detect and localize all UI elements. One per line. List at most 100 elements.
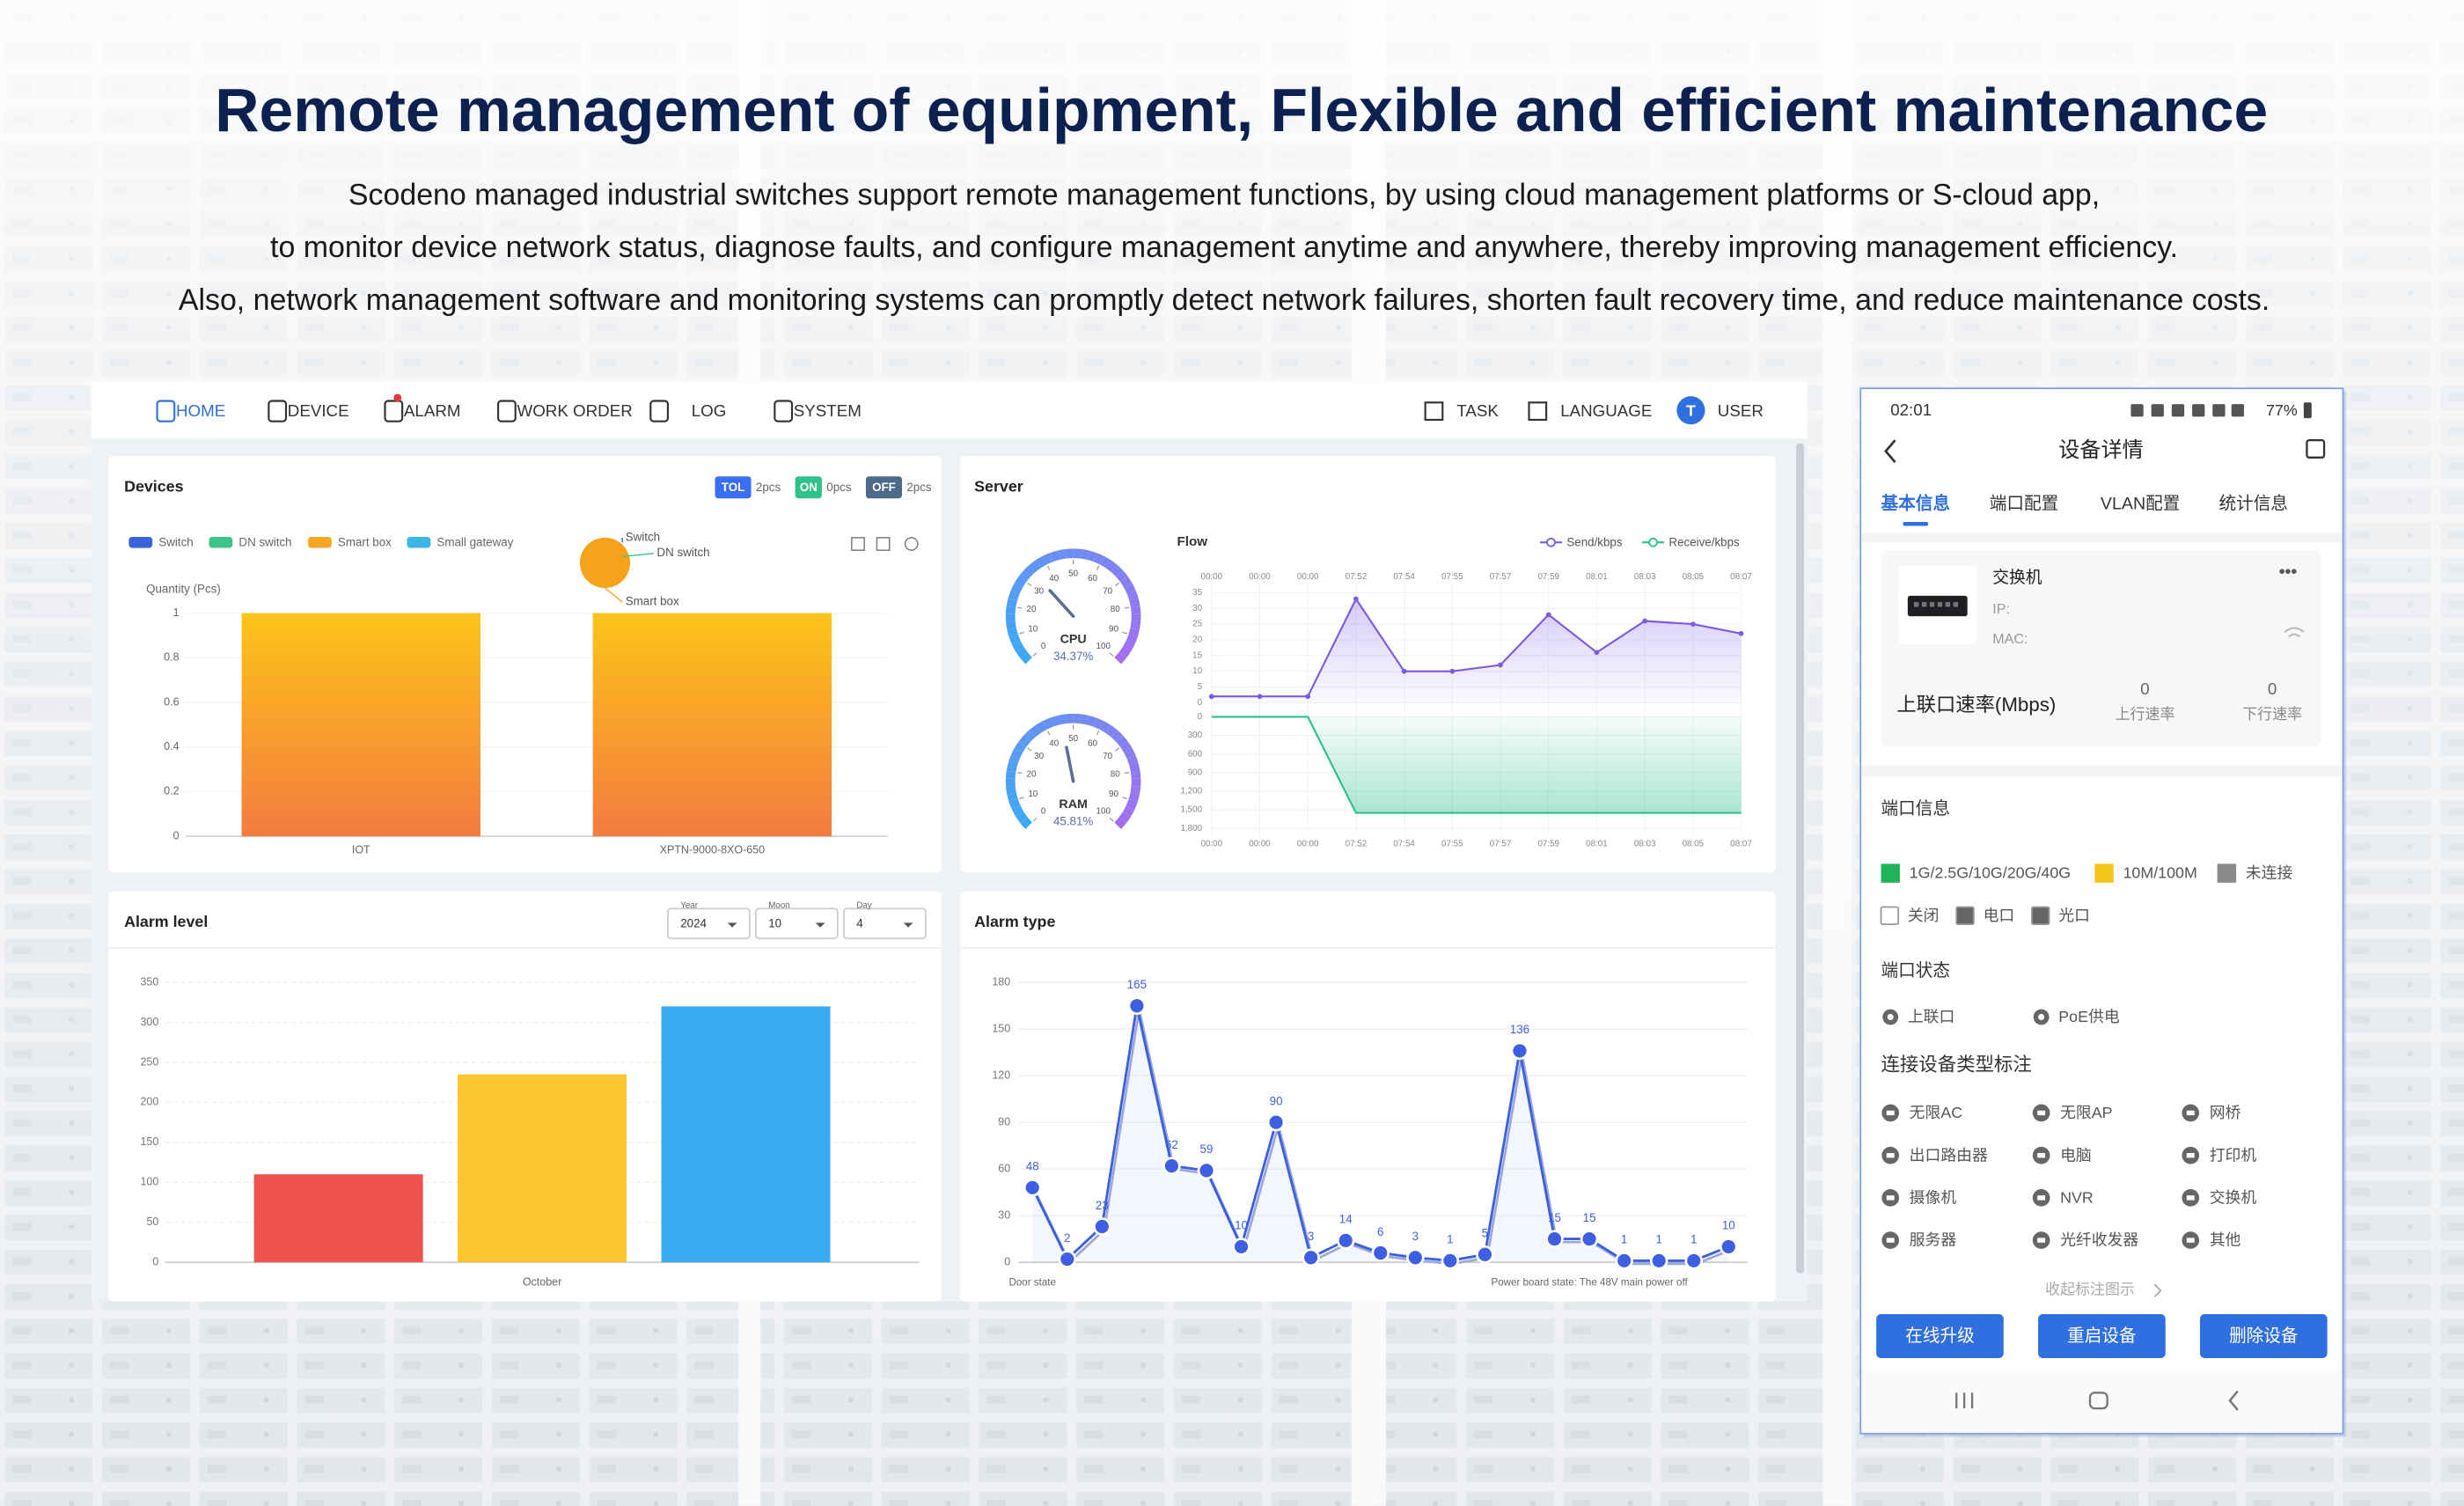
uplink-label: 上联口速率(Mbps) (1896, 694, 2056, 716)
battery-icon (2303, 402, 2312, 419)
nav-back[interactable] (2228, 1390, 2239, 1411)
y-tick-label: 0.2 (164, 785, 179, 797)
nav-item[interactable]: SYSTEM (794, 401, 862, 420)
button-label[interactable]: 重启设备 (2067, 1326, 2137, 1346)
point (1266, 1113, 1286, 1132)
type-icon-inner (2037, 1195, 2046, 1201)
gauge-tick-label: 90 (1109, 625, 1118, 635)
nav-icon (268, 400, 288, 422)
gauge-arc (1023, 564, 1036, 577)
x-tick-label: 08:07 (1730, 840, 1752, 849)
gauge-tick-label: 20 (1027, 605, 1037, 614)
value-label: 1 (1621, 1233, 1627, 1246)
avatar[interactable] (1676, 396, 1705, 425)
gauge-arc (1080, 548, 1089, 560)
select-value[interactable]: 10 (768, 917, 781, 930)
button[interactable] (1876, 1314, 2004, 1358)
area-fill (1211, 716, 1742, 813)
value-label: 62 (1165, 1138, 1178, 1151)
gauge-tick (1019, 797, 1024, 800)
point (1127, 996, 1147, 1015)
x-tick-label: 07:57 (1490, 572, 1512, 582)
point (1720, 1238, 1738, 1256)
gauge-tick (1017, 771, 1023, 775)
nav-bar (91, 382, 1808, 439)
nav-item[interactable]: ALARM (404, 401, 461, 420)
card-title: Alarm type (974, 913, 1055, 930)
gauge-tick-label: 60 (1088, 574, 1097, 584)
tab[interactable]: 统计信息 (2218, 495, 2288, 514)
page-title: Remote management of equipment, Flexible… (215, 76, 2268, 144)
nav-item[interactable]: USER (1718, 401, 1764, 420)
y-tick-label: 0 (1004, 1255, 1010, 1267)
tab[interactable]: VLAN配置 (2101, 495, 2181, 514)
nav-home[interactable] (2088, 1392, 2108, 1410)
select[interactable] (755, 907, 839, 940)
gauge-arc (1124, 583, 1136, 594)
gauge-arc (1099, 721, 1111, 733)
back-icon[interactable] (1884, 439, 1896, 464)
gauge-arc (1050, 550, 1060, 562)
x-tick-label: 07:54 (1393, 840, 1415, 849)
tab[interactable]: 端口配置 (1990, 495, 2059, 514)
port-type-icon (1955, 906, 1975, 926)
nav-item[interactable]: LOG (692, 401, 727, 420)
button[interactable] (2200, 1314, 2328, 1358)
toolbox-icon[interactable] (851, 537, 865, 551)
port-type: 光口 (2058, 907, 2090, 924)
y2-tick-label: 1,800 (1181, 824, 1203, 834)
pie-leader (622, 553, 654, 557)
gauge-tick-label: 70 (1103, 752, 1112, 761)
button-label[interactable]: 在线升级 (1905, 1326, 1975, 1346)
gauge-tick-label: 40 (1049, 738, 1059, 748)
nav-item[interactable]: DEVICE (288, 401, 349, 420)
pie-label: Switch (626, 530, 660, 543)
select-value[interactable]: 4 (856, 917, 863, 930)
value-label: 1 (1690, 1233, 1697, 1246)
toolbox-icon[interactable] (904, 537, 919, 551)
point (1498, 662, 1503, 668)
gauge-arc (1126, 798, 1138, 810)
point (1162, 1157, 1181, 1175)
gauge-tick-label: 50 (1068, 569, 1078, 579)
toggle[interactable]: 收起标注图示 (2045, 1282, 2135, 1298)
nav-item[interactable]: LANGUAGE (1560, 401, 1652, 420)
gauge-tick-label: 70 (1103, 586, 1112, 596)
gauge-arc (1129, 598, 1140, 607)
legend-swatch (308, 536, 332, 548)
gauge-needle (1048, 589, 1075, 618)
button-label[interactable]: 删除设备 (2229, 1326, 2299, 1346)
edit-icon[interactable] (2306, 438, 2326, 459)
gauge-tick (1096, 731, 1100, 736)
x-tick-label: 07:59 (1537, 840, 1559, 849)
type-icon-inner (1886, 1110, 1895, 1116)
toolbox-icon[interactable] (876, 537, 891, 551)
tab[interactable]: 基本信息 (1881, 494, 1951, 514)
button[interactable] (2038, 1314, 2166, 1358)
x-tick-label: 08:01 (1586, 840, 1608, 849)
status-icon (2171, 404, 2185, 417)
gauge-tick-label: 100 (1096, 806, 1111, 816)
x-tick-label: 00:00 (1249, 840, 1271, 849)
card-title: Server (974, 477, 1023, 495)
y-tick-label: 100 (140, 1176, 158, 1188)
select-label: Moon (768, 900, 790, 910)
y-tick-label: 120 (992, 1069, 1010, 1081)
gauge-arc (1124, 748, 1136, 760)
select[interactable] (667, 907, 751, 940)
select-caret (815, 922, 825, 928)
gauge-arc (1007, 627, 1018, 637)
device-menu[interactable]: ••• (2279, 562, 2298, 581)
nav-item[interactable]: WORK ORDER (517, 401, 633, 420)
select[interactable] (843, 907, 927, 940)
stat-value: 0 (2268, 680, 2277, 698)
y-tick-label: 35 (1192, 588, 1202, 598)
y-tick-label: 1 (173, 606, 180, 619)
subtitle-line: to monitor device network status, diagno… (270, 231, 2178, 264)
gauge-arc (1042, 553, 1053, 565)
nav-item[interactable]: TASK (1456, 401, 1499, 420)
select-value[interactable]: 2024 (680, 917, 707, 930)
nav-item[interactable]: HOME (176, 401, 225, 420)
pie-label: Smart box (626, 595, 679, 608)
select-caret (903, 922, 913, 928)
